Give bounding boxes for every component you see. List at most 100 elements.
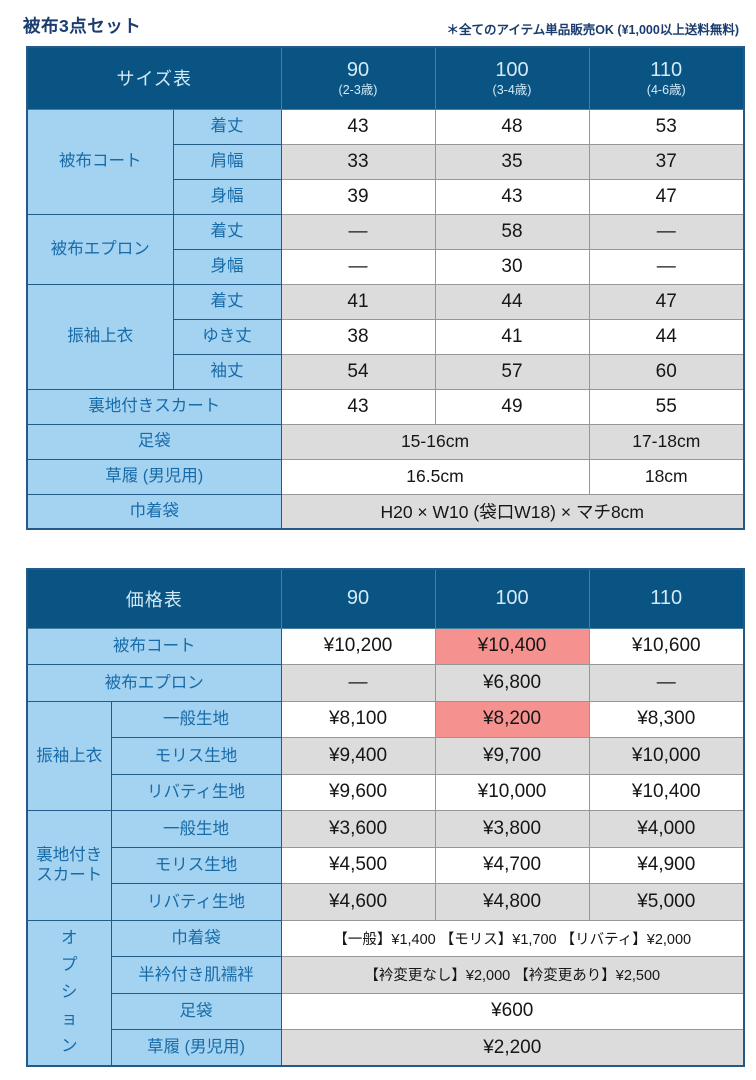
table-row: リバティ生地 ¥4,600 ¥4,800 ¥5,000 [27, 883, 745, 921]
fabric-label: リバティ生地 [110, 883, 282, 921]
price-value: ¥5,000 [588, 883, 745, 921]
table-row: 被布コート ¥10,200 ¥10,400 ¥10,600 [26, 627, 745, 665]
group-label-hifu-apron: 被布エプロン [26, 213, 174, 285]
size-value: 41 [434, 318, 590, 355]
table-row: 裏地付きスカート 一般生地 ¥3,600 ¥3,800 ¥4,000 [26, 810, 745, 921]
table-row: 半衿付き肌襦袢 【衿変更なし】¥2,000 【衿変更あり】¥2,500 [27, 956, 745, 994]
price-value: ¥4,700 [434, 846, 590, 884]
size-value: 55 [588, 388, 745, 425]
size-value: 48 [434, 108, 590, 145]
size-90-label: 90 [346, 59, 370, 82]
size-value: H20 × W10 (袋口W18) × マチ8cm [280, 493, 745, 530]
size-value: 54 [280, 353, 436, 390]
option-label-char: ン [61, 1037, 78, 1056]
table-row: 裏地付きスカート 43 49 55 [26, 388, 745, 425]
table-row: 袖丈 54 57 60 [27, 353, 745, 390]
row-label-zori: 草履 (男児用) [26, 458, 282, 495]
size-table: サイズ表 90 (2-3歳) 100 (3-4歳) 110 (4-6歳) 被布コ… [26, 46, 745, 530]
size-value: 44 [588, 318, 745, 355]
row-label-hifu-apron: 被布エプロン [26, 664, 282, 702]
measure-label: 身幅 [172, 248, 282, 285]
size-value: 44 [434, 283, 590, 320]
option-label-char: オ [61, 929, 78, 948]
price-table-title: 価格表 [26, 568, 282, 629]
column-header-100: 100 (3-4歳) [434, 46, 590, 110]
size-value: — [280, 213, 436, 250]
column-header-100: 100 [434, 568, 590, 629]
size-value: 30 [434, 248, 590, 285]
size-value: 17-18cm [588, 423, 745, 460]
price-value: ¥4,500 [280, 846, 436, 884]
fabric-label: リバティ生地 [110, 773, 282, 811]
row-label-kinchaku: 巾着袋 [26, 493, 282, 530]
measure-label: 肩幅 [172, 143, 282, 180]
size-100-label: 100 [495, 59, 529, 82]
price-value: ¥8,300 [588, 700, 745, 738]
measure-label: ゆき丈 [172, 318, 282, 355]
age-90-label: (2-3歳) [338, 83, 378, 98]
group-label-furisode-top: 振袖上衣 [26, 283, 174, 390]
table-row: 肩幅 33 35 37 [27, 143, 745, 180]
price-value: ¥4,600 [280, 883, 436, 921]
option-label-char: プ [61, 956, 78, 975]
price-value: ¥8,100 [280, 700, 436, 738]
size-value: 18cm [588, 458, 745, 495]
price-value: ¥4,900 [588, 846, 745, 884]
fabric-label: 一般生地 [110, 810, 282, 848]
table-row: 足袋 ¥600 [27, 992, 745, 1030]
size-value: — [588, 248, 745, 285]
size-value: 47 [588, 178, 745, 215]
size-value: 60 [588, 353, 745, 390]
table-row: 振袖上衣 一般生地 ¥8,100 ¥8,200 ¥8,300 [26, 700, 745, 811]
option-label-tabi: 足袋 [110, 992, 282, 1030]
price-value: — [280, 664, 436, 702]
size-value: 49 [434, 388, 590, 425]
price-table-header-row: 価格表 90 100 110 [26, 568, 745, 629]
size-value: 35 [434, 143, 590, 180]
option-label-kinchaku: 巾着袋 [110, 919, 282, 957]
column-header-90: 90 (2-3歳) [280, 46, 436, 110]
table-row: モリス生地 ¥9,400 ¥9,700 ¥10,000 [27, 737, 745, 775]
size-table-header-row: サイズ表 90 (2-3歳) 100 (3-4歳) 110 (4-6歳) [26, 46, 745, 110]
table-row: 身幅 — 30 — [27, 248, 745, 285]
price-value-highlighted: ¥3,800 [434, 810, 590, 848]
age-110-label: (4-6歳) [646, 83, 686, 98]
size-value: — [280, 248, 436, 285]
group-label-hifu-coat: 被布コート [26, 108, 174, 215]
size-value: 43 [280, 108, 436, 145]
table-row: 被布エプロン — ¥6,800 — [26, 664, 745, 702]
option-label-zori: 草履 (男児用) [110, 1029, 282, 1067]
size-table-title: サイズ表 [26, 46, 282, 110]
price-value: ¥10,000 [588, 737, 745, 775]
age-100-label: (3-4歳) [492, 83, 532, 98]
price-table: 価格表 90 100 110 被布コート ¥10,200 ¥10,400 ¥10… [26, 568, 745, 1067]
size-value: 15-16cm [280, 423, 590, 460]
price-value: ¥4,000 [588, 810, 745, 848]
size-110-label: 110 [650, 59, 683, 82]
table-row: 巾着袋 H20 × W10 (袋口W18) × マチ8cm [26, 493, 745, 530]
table-row: 草履 (男児用) 16.5cm 18cm [26, 458, 745, 495]
option-label-char: シ [61, 983, 78, 1002]
table-row: 被布コート 着丈 43 48 53 [26, 108, 745, 215]
price-value: ¥4,800 [434, 883, 590, 921]
size-value: 38 [280, 318, 436, 355]
measure-label: 着丈 [172, 213, 282, 250]
sales-note: ＊全てのアイテム単品販売OK (¥1,000以上送料無料) [446, 23, 739, 37]
option-price-value: ¥600 [280, 992, 745, 1030]
size-value: 33 [280, 143, 436, 180]
group-label-lined-skirt: 裏地付きスカート [26, 810, 112, 921]
price-value: ¥9,600 [280, 773, 436, 811]
column-header-110: 110 (4-6歳) [588, 46, 745, 110]
size-value: 47 [588, 283, 745, 320]
row-label-tabi: 足袋 [26, 423, 282, 460]
size-value: 41 [280, 283, 436, 320]
size-value: 57 [434, 353, 590, 390]
measure-label: 身幅 [172, 178, 282, 215]
price-value: ¥9,700 [434, 737, 590, 775]
option-label-char: ョ [61, 1010, 78, 1029]
price-value: ¥10,400 [588, 773, 745, 811]
row-label-lined-skirt: 裏地付きスカート [26, 388, 282, 425]
fabric-label: モリス生地 [110, 737, 282, 775]
table-row: モリス生地 ¥4,500 ¥4,700 ¥4,900 [27, 846, 745, 884]
column-header-90: 90 [280, 568, 436, 629]
